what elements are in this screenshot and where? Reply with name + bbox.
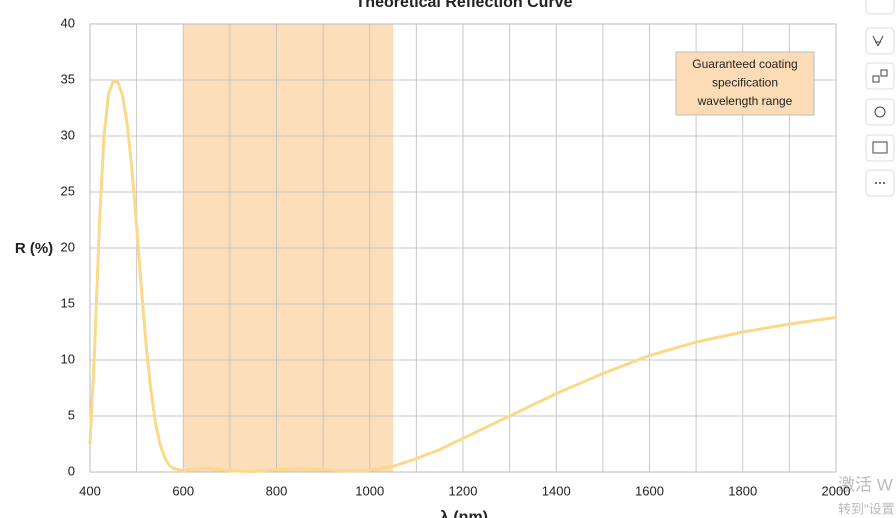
copy-icon bbox=[880, 69, 888, 77]
y-tick-label: 5 bbox=[68, 407, 75, 422]
copy-icon bbox=[872, 75, 880, 83]
image-icon bbox=[872, 141, 888, 154]
y-tick-label: 20 bbox=[61, 239, 75, 254]
more-icon bbox=[875, 182, 877, 184]
watermark: 转到"设置 bbox=[838, 501, 895, 516]
x-tick-label: 1000 bbox=[355, 483, 384, 498]
x-tick-label: 1800 bbox=[728, 483, 757, 498]
font-icon bbox=[872, 35, 884, 47]
x-tick-label: 1600 bbox=[635, 483, 664, 498]
tool-button[interactable] bbox=[865, 134, 895, 162]
y-tick-label: 40 bbox=[61, 15, 75, 30]
x-tick-label: 600 bbox=[172, 483, 194, 498]
data-line bbox=[88, 79, 837, 473]
annotation-text: Guaranteed coating bbox=[692, 57, 797, 71]
x-tick-label: 2000 bbox=[822, 483, 851, 498]
annotation-box bbox=[675, 51, 815, 116]
tool-button[interactable] bbox=[865, 62, 895, 90]
chart-title: Theoretical Reflection Curve bbox=[356, 0, 573, 11]
x-tick-label: 800 bbox=[266, 483, 288, 498]
y-tick-label: 0 bbox=[68, 463, 75, 478]
more-icon bbox=[883, 182, 885, 184]
x-tick-label: 1200 bbox=[449, 483, 478, 498]
y-tick-label: 30 bbox=[61, 127, 75, 142]
y-tick-label: 35 bbox=[61, 71, 75, 86]
tool-button[interactable] bbox=[865, 98, 895, 126]
tool-button[interactable] bbox=[865, 0, 895, 15]
x-tick-label: 400 bbox=[79, 483, 101, 498]
y-tick-label: 25 bbox=[61, 183, 75, 198]
annotation-text: wavelength range bbox=[697, 94, 793, 108]
more-icon bbox=[879, 182, 881, 184]
zoom-icon bbox=[874, 106, 886, 118]
plot-border bbox=[89, 23, 837, 473]
y-tick-label: 10 bbox=[61, 351, 75, 366]
annotation-text: specification bbox=[712, 76, 778, 90]
y-axis-label: R (%) bbox=[15, 240, 53, 257]
x-axis-label: λ (nm) bbox=[440, 509, 488, 518]
x-tick-label: 1400 bbox=[542, 483, 571, 498]
y-tick-label: 15 bbox=[61, 295, 75, 310]
watermark: 激活 W bbox=[838, 475, 893, 494]
toolbar bbox=[865, 0, 895, 197]
